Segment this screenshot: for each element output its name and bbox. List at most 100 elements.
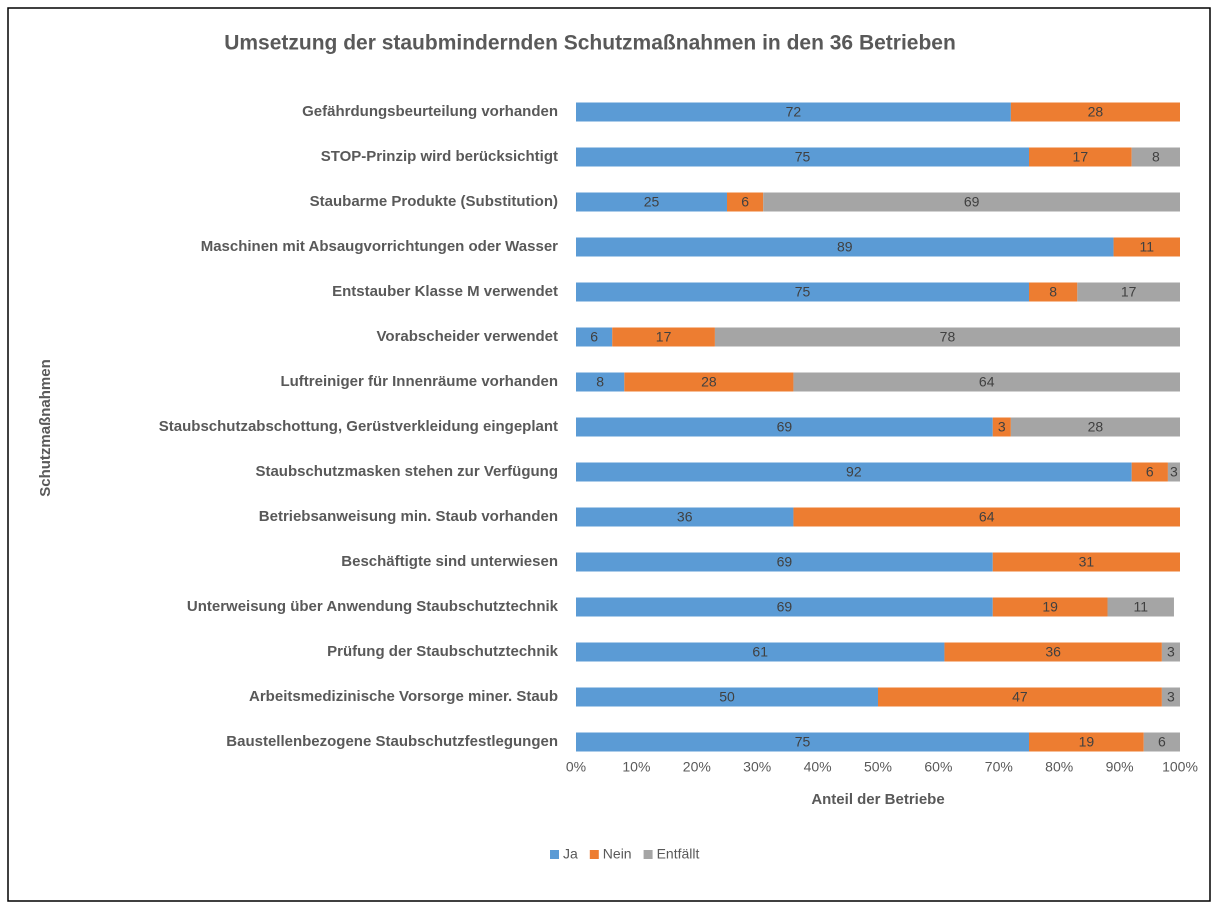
bar-segment: [714, 327, 1180, 347]
category-label: Entstauber Klasse M verwendet: [332, 283, 558, 300]
data-label: 50: [719, 689, 735, 705]
bar-segment: [992, 417, 1011, 437]
bar-segment: [793, 507, 1180, 527]
data-label: 6: [1158, 734, 1166, 750]
bar-segment: [576, 687, 878, 707]
bar-segment: [624, 372, 794, 392]
data-label: 75: [795, 284, 811, 300]
x-tick-label: 100%: [1162, 759, 1198, 775]
bar-segment: [1010, 102, 1180, 122]
legend-label: Nein: [603, 846, 632, 862]
data-label: 61: [752, 644, 768, 660]
bars: [576, 102, 1180, 752]
data-label: 31: [1079, 554, 1095, 570]
category-label: Gefährdungsbeurteilung vorhanden: [302, 103, 558, 120]
data-label: 17: [1073, 149, 1089, 165]
data-label: 75: [795, 149, 811, 165]
bar-segment: [576, 282, 1029, 302]
bar-segment: [1167, 462, 1180, 482]
bar-segment: [576, 597, 993, 617]
category-label: Staubarme Produkte (Substitution): [310, 193, 558, 210]
x-tick-label: 60%: [924, 759, 952, 775]
bar-segment: [763, 192, 1180, 212]
data-label: 36: [677, 509, 693, 525]
category-label: Vorabscheider verwendet: [377, 328, 558, 345]
category-label: Beschäftigte sind unterwiesen: [341, 553, 558, 570]
x-tick-label: 80%: [1045, 759, 1073, 775]
category-label: STOP-Prinzip wird berücksichtigt: [321, 148, 558, 165]
x-axis-title: Anteil der Betriebe: [811, 791, 944, 808]
bar-segment: [576, 327, 613, 347]
data-label: 25: [644, 194, 660, 210]
data-label: 17: [1121, 284, 1137, 300]
data-label: 6: [590, 329, 598, 345]
bar-segment: [992, 597, 1108, 617]
legend-label: Entfällt: [657, 846, 700, 862]
data-label: 64: [979, 509, 995, 525]
bar-segment: [1113, 237, 1180, 257]
bar-segment: [944, 642, 1162, 662]
category-label: Baustellenbezogene Staubschutzfestlegung…: [226, 733, 558, 750]
data-label: 3: [998, 419, 1006, 435]
legend-swatch: [589, 850, 599, 859]
bar-segment: [576, 462, 1132, 482]
data-label: 17: [656, 329, 672, 345]
bar-segment: [612, 327, 715, 347]
data-label: 6: [1146, 464, 1154, 480]
legend-label: Ja: [563, 846, 578, 862]
data-label: 64: [979, 374, 995, 390]
bar-segment: [992, 552, 1180, 572]
data-label: 89: [837, 239, 853, 255]
data-label: 11: [1133, 599, 1148, 615]
x-tick-label: 10%: [622, 759, 650, 775]
legend-swatch: [643, 850, 653, 859]
data-label: 69: [777, 554, 793, 570]
chart-frame: [7, 7, 1211, 902]
bar-segment: [576, 237, 1114, 257]
x-tick-label: 90%: [1106, 759, 1134, 775]
x-tick-label: 0%: [566, 759, 586, 775]
bar-segment: [1161, 642, 1180, 662]
data-label: 72: [786, 104, 802, 120]
data-label: 28: [1088, 419, 1104, 435]
bar-segment: [576, 552, 993, 572]
data-label: 19: [1079, 734, 1095, 750]
data-label: 8: [596, 374, 604, 390]
data-label: 75: [795, 734, 811, 750]
data-label: 36: [1045, 644, 1061, 660]
data-label: 78: [940, 329, 956, 345]
chart-title: Umsetzung der staubmindernden Schutzmaßn…: [224, 32, 956, 55]
data-label: 28: [1088, 104, 1104, 120]
bar-segment: [1029, 732, 1144, 752]
bar-segment: [878, 687, 1162, 707]
data-label: 6: [741, 194, 749, 210]
category-label: Staubschutzabschottung, Gerüstverkleidun…: [159, 418, 558, 435]
bar-segment: [1077, 282, 1180, 302]
data-label: 69: [777, 599, 793, 615]
bar-segment: [576, 507, 794, 527]
data-label: 3: [1167, 644, 1175, 660]
data-label: 28: [701, 374, 717, 390]
category-label: Arbeitsmedizinische Vorsorge miner. Stau…: [249, 688, 558, 705]
data-label: 69: [777, 419, 793, 435]
bar-segment: [576, 192, 727, 212]
data-label: 19: [1042, 599, 1058, 615]
x-tick-label: 50%: [864, 759, 892, 775]
x-tick-label: 40%: [804, 759, 832, 775]
category-label: Staubschutzmasken stehen zur Verfügung: [255, 463, 558, 480]
bar-segment: [1143, 732, 1180, 752]
bar-segment: [727, 192, 764, 212]
category-label: Unterweisung über Anwendung Staubschutzt…: [187, 598, 559, 615]
bar-segment: [576, 417, 993, 437]
bar-segment: [793, 372, 1180, 392]
bar-segment: [1029, 147, 1132, 167]
data-label: 47: [1012, 689, 1028, 705]
data-label: 11: [1140, 239, 1155, 255]
bar-segment: [1131, 147, 1180, 167]
data-label: 3: [1167, 689, 1175, 705]
data-label: 8: [1152, 149, 1160, 165]
bar-segment: [1131, 462, 1168, 482]
bar-segment: [1107, 597, 1174, 617]
data-label: 8: [1049, 284, 1057, 300]
